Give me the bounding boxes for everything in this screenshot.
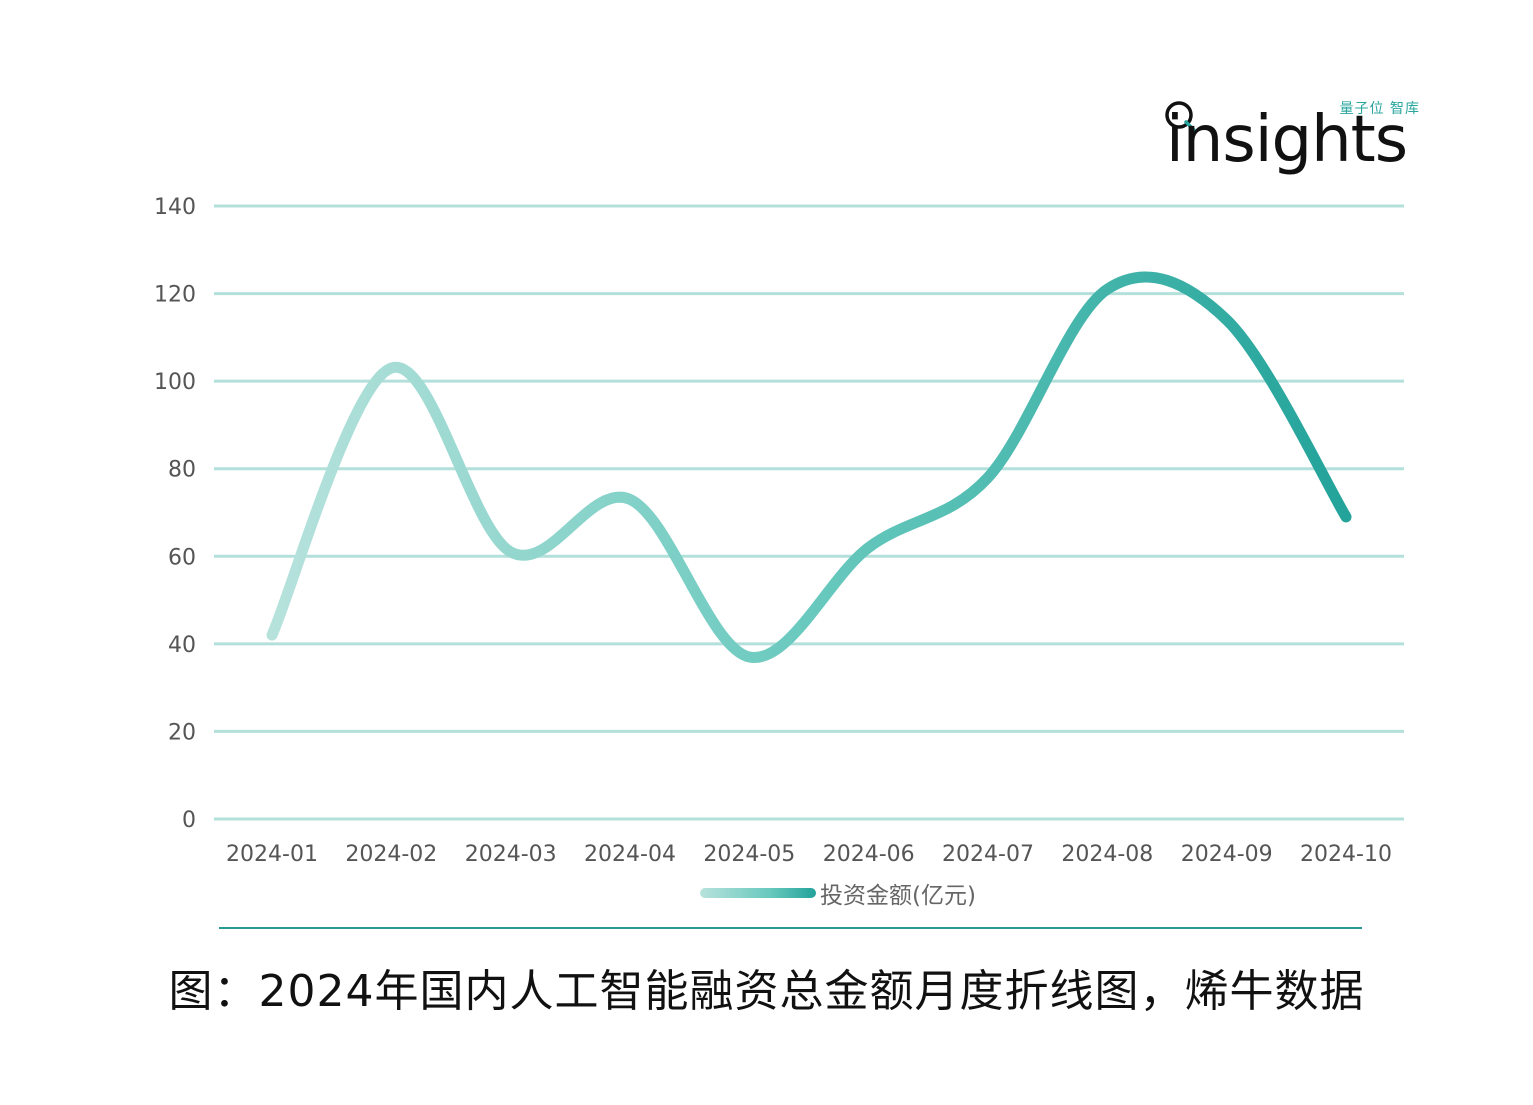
x-tick-label: 2024-09 — [1181, 842, 1273, 867]
y-axis-tick-labels: 0 20 40 60 80 100 120 140 — [154, 195, 196, 833]
logo-ring-icon — [1165, 101, 1197, 133]
y-tick-label: 60 — [168, 545, 196, 570]
series-line-investment — [266, 271, 1352, 663]
legend-label: 投资金额(亿元) — [820, 883, 976, 909]
y-tick-label: 0 — [182, 808, 196, 833]
x-tick-label: 2024-10 — [1300, 842, 1392, 867]
y-tick-label: 100 — [154, 370, 196, 395]
x-tick-label: 2024-07 — [942, 842, 1034, 867]
legend-swatch — [700, 888, 816, 898]
x-tick-label: 2024-02 — [345, 842, 437, 867]
x-tick-label: 2024-05 — [703, 842, 795, 867]
x-tick-label: 2024-06 — [823, 842, 915, 867]
logo-wordmark: insights — [1166, 103, 1408, 177]
line-chart: 0 20 40 60 80 100 120 140 2024-01 2024-02 2024-03… — [154, 195, 1404, 867]
y-tick-label: 120 — [154, 283, 196, 308]
logo-subtitle: 量子位 智库 — [1339, 101, 1420, 117]
gridlines — [214, 204, 1404, 821]
x-axis-tick-labels: 2024-01 2024-02 2024-03 2024-04 2024-05 2024-… — [226, 842, 1392, 867]
y-tick-label: 20 — [168, 720, 196, 745]
insights-logo: 量子位 智库 insights — [1150, 88, 1420, 203]
figure-caption: 图：2024年国内人工智能融资总金额月度折线图，烯牛数据 — [168, 966, 1365, 1017]
y-tick-label: 140 — [154, 195, 196, 220]
caption-divider — [219, 927, 1362, 929]
x-tick-label: 2024-03 — [465, 842, 557, 867]
legend: 投资金额(亿元) — [700, 877, 976, 909]
x-tick-label: 2024-08 — [1061, 842, 1153, 867]
y-tick-label: 80 — [168, 458, 196, 483]
x-tick-label: 2024-04 — [584, 842, 676, 867]
x-tick-label: 2024-01 — [226, 842, 318, 867]
y-tick-label: 40 — [168, 633, 196, 658]
